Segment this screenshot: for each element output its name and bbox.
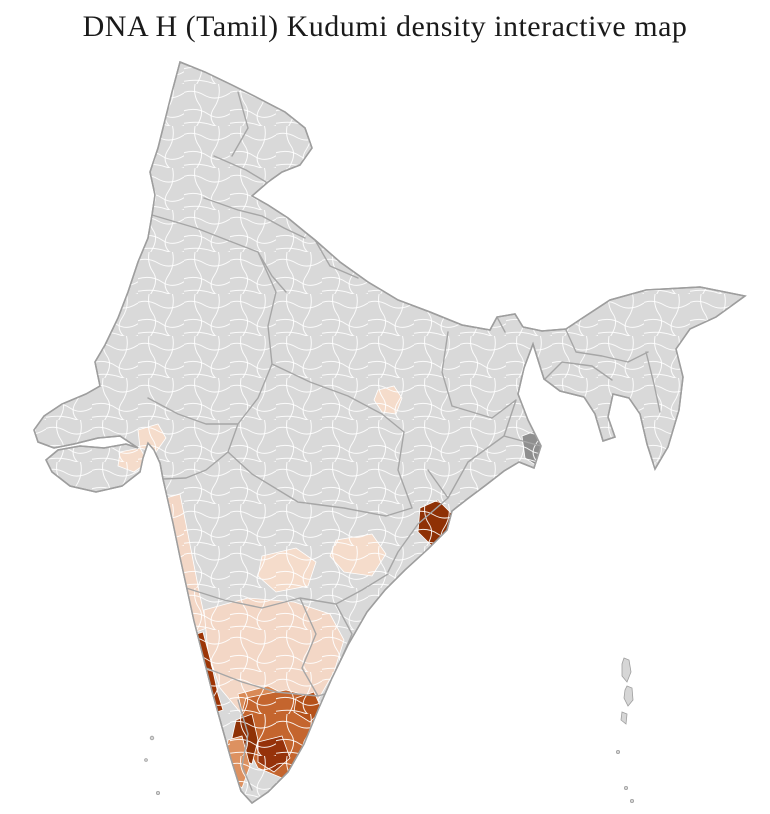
district-borders-texture (34, 62, 745, 803)
lakshadweep-islands[interactable] (144, 735, 160, 796)
andaman-nicobar-islands[interactable] (616, 657, 635, 804)
region-tamil-nadu-coast-spot[interactable] (295, 753, 323, 785)
page-title: DNA H (Tamil) Kudumi density interactive… (82, 10, 688, 43)
state-borders (147, 91, 661, 791)
